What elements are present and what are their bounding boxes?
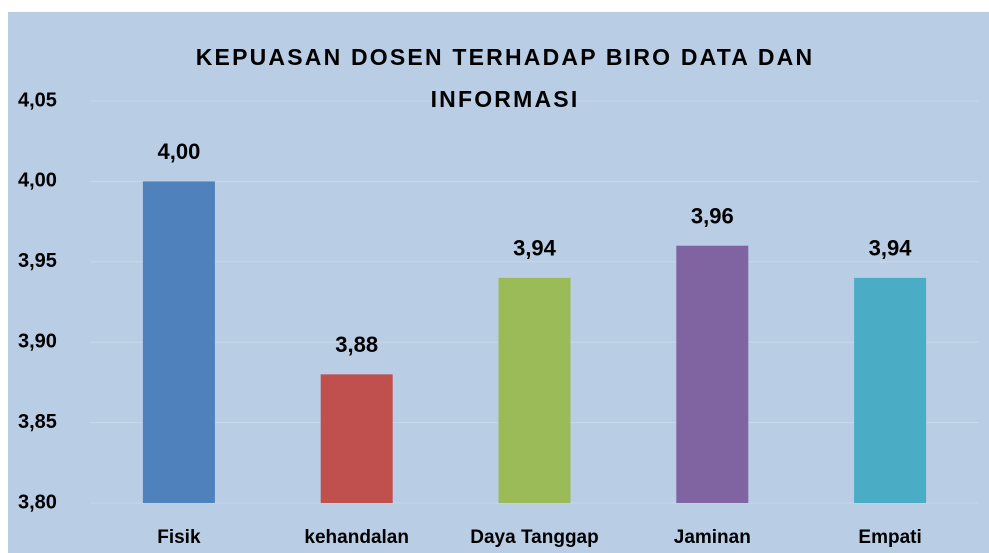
x-tick-label: Daya Tanggap [470,527,598,548]
value-label: 3,88 [335,332,378,357]
x-tick-label: Jaminan [674,527,751,548]
y-tick-label: 3,95 [18,250,57,272]
y-tick-label: 4,05 [18,89,57,111]
value-label: 4,00 [157,139,200,164]
y-tick-label: 3,80 [18,491,57,513]
bar [854,277,927,503]
y-tick-label: 3,90 [18,330,57,352]
x-tick-label: Fisik [157,527,201,548]
value-label: 3,96 [691,204,734,229]
chart-title: KEPUASAN DOSEN TERHADAP BIRO DATA DAN IN… [195,44,815,112]
x-tick-label: Empati [858,527,921,548]
x-tick-label: kehandalan [304,527,409,548]
bar [676,245,749,503]
value-label: 3,94 [869,236,913,261]
y-tick-label: 3,85 [18,411,57,433]
value-label: 3,94 [513,236,557,261]
bar [142,181,215,503]
y-tick-label: 4,00 [18,170,57,192]
bar [320,374,393,503]
bar [498,277,571,503]
